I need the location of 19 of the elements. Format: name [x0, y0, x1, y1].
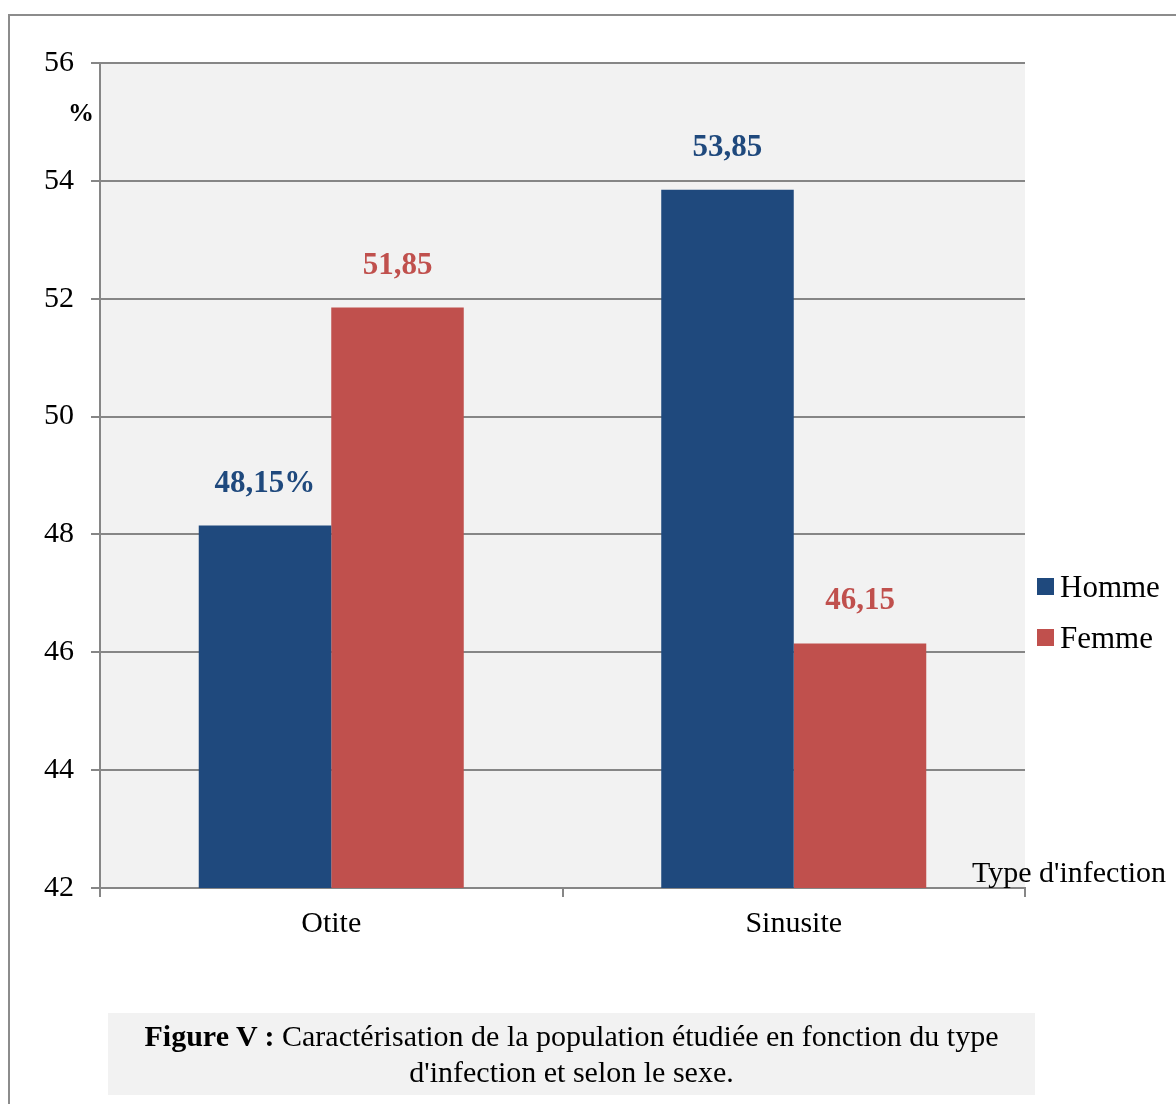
- y-tick-label: 44: [44, 751, 74, 785]
- x-axis-title: Type d'infection: [972, 854, 1167, 890]
- y-tick-label: 52: [44, 279, 74, 313]
- x-tick-label: Sinusite: [745, 904, 843, 938]
- y-tick-label: 56: [44, 43, 74, 77]
- y-tick-label: 42: [44, 868, 74, 902]
- y-tick-label: 48: [44, 515, 74, 549]
- data-label: 46,15: [825, 581, 895, 617]
- y-tick-label: 50: [44, 397, 74, 431]
- data-label: 53,85: [692, 127, 763, 163]
- y-tick-label: 46: [44, 633, 74, 667]
- legend-label: Femme: [1060, 619, 1153, 656]
- y-tick-label: 54: [44, 161, 74, 195]
- x-tick-label: Otite: [301, 904, 362, 938]
- legend-label: Homme: [1060, 568, 1160, 605]
- y-axis-title: %: [68, 97, 94, 129]
- data-label: 51,85: [362, 245, 433, 281]
- text: Figure V : Caractérisation de la population étudiée en fonction du type d'infection et selon le sexe.: [144, 1019, 999, 1088]
- data-label: 48,15%: [214, 463, 316, 499]
